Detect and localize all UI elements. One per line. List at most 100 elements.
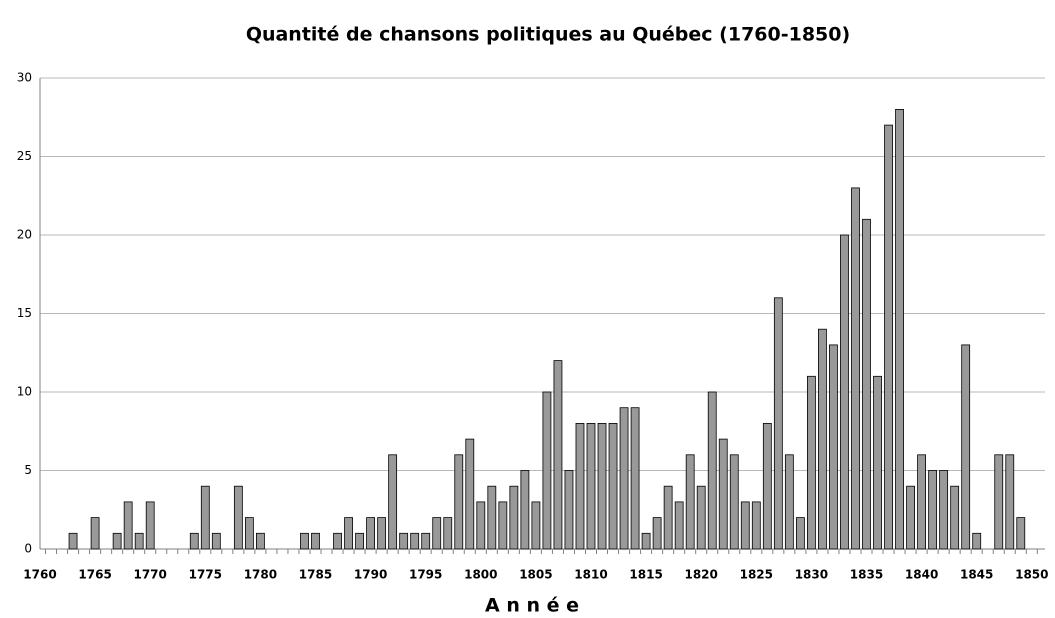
x-tick-label: 1815 [629, 568, 662, 582]
bar [377, 517, 387, 550]
x-tick-label: 1830 [795, 568, 828, 582]
bar [630, 407, 640, 550]
bar [476, 501, 486, 550]
x-tick-label: 1795 [409, 568, 442, 582]
bar [134, 532, 144, 550]
bar [90, 517, 100, 550]
bar [994, 454, 1004, 550]
bar [1016, 517, 1026, 550]
bar [586, 422, 596, 550]
x-tick-label: 1850 [1015, 568, 1048, 582]
bar [685, 454, 695, 550]
bar [366, 517, 376, 550]
bar [553, 360, 563, 550]
bar [917, 454, 926, 550]
bar [399, 532, 409, 550]
bar [884, 124, 893, 550]
bar [840, 234, 849, 550]
bar [608, 422, 618, 550]
bar [333, 532, 342, 550]
x-tick-label: 1805 [519, 568, 552, 582]
bar [950, 485, 960, 550]
y-tick-label: 30 [17, 71, 32, 85]
x-tick-label: 1785 [299, 568, 332, 582]
x-tick-label: 1760 [23, 568, 56, 582]
x-tick-label: 1780 [244, 568, 277, 582]
bar [575, 422, 585, 550]
bar [465, 438, 475, 550]
x-tick-label: 1810 [574, 568, 607, 582]
bar [112, 532, 122, 550]
bar [145, 501, 155, 550]
bar [784, 454, 794, 550]
bar [542, 391, 552, 550]
bar [509, 485, 519, 550]
x-tick-label: 1800 [464, 568, 497, 582]
bar [906, 485, 915, 550]
bar [928, 470, 938, 550]
bar [311, 532, 320, 550]
bar [443, 517, 453, 550]
x-tick-label: 1825 [740, 568, 773, 582]
bar [300, 532, 309, 550]
x-tick-label: 1775 [189, 568, 222, 582]
bar [597, 422, 607, 550]
bar [421, 532, 431, 550]
x-tick-label: 1820 [684, 568, 717, 582]
bar [454, 454, 464, 550]
bar [520, 470, 530, 550]
y-tick-label: 0 [24, 542, 32, 556]
bar [873, 375, 882, 550]
y-tick-label: 15 [17, 306, 32, 320]
bar [707, 391, 717, 550]
x-tick-label: 1790 [354, 568, 387, 582]
bar [939, 470, 949, 550]
bar [829, 344, 838, 550]
x-tick-label: 1835 [850, 568, 883, 582]
bar [68, 532, 78, 550]
bar [388, 454, 398, 550]
bar [211, 532, 221, 550]
bar [123, 501, 133, 550]
bar [895, 109, 904, 550]
bar [795, 517, 805, 550]
bar [410, 532, 420, 550]
chart-title: Quantité de chansons politiques au Québe… [246, 24, 850, 46]
bar [818, 328, 827, 550]
bar [674, 501, 684, 550]
x-tick-label: 1770 [133, 568, 166, 582]
bar [487, 485, 497, 550]
bar [498, 501, 508, 550]
bar [851, 187, 860, 550]
bar [751, 501, 761, 550]
bar [729, 454, 739, 550]
bar [718, 438, 728, 550]
bar [663, 485, 673, 550]
bar [972, 532, 982, 550]
bar [1005, 454, 1015, 550]
bar [244, 517, 254, 550]
y-tick-label: 25 [17, 149, 32, 163]
bar [652, 517, 662, 550]
bar [740, 501, 750, 550]
x-tick-label: 1765 [78, 568, 111, 582]
bar [961, 344, 971, 550]
x-axis-label: A n n é e [485, 595, 579, 617]
x-tick-label: 1845 [960, 568, 993, 582]
bar [355, 532, 364, 550]
bar [762, 422, 772, 550]
bar [564, 470, 574, 550]
bar [619, 407, 629, 550]
bar [255, 532, 265, 550]
bar [773, 297, 783, 550]
bar [233, 485, 243, 550]
bar [432, 517, 442, 550]
x-tick-label: 1840 [905, 568, 938, 582]
y-tick-label: 10 [17, 385, 32, 399]
bar [200, 485, 210, 550]
y-tick-label: 20 [17, 228, 32, 242]
bar [696, 485, 706, 550]
bar [807, 375, 816, 550]
bar [862, 218, 871, 550]
